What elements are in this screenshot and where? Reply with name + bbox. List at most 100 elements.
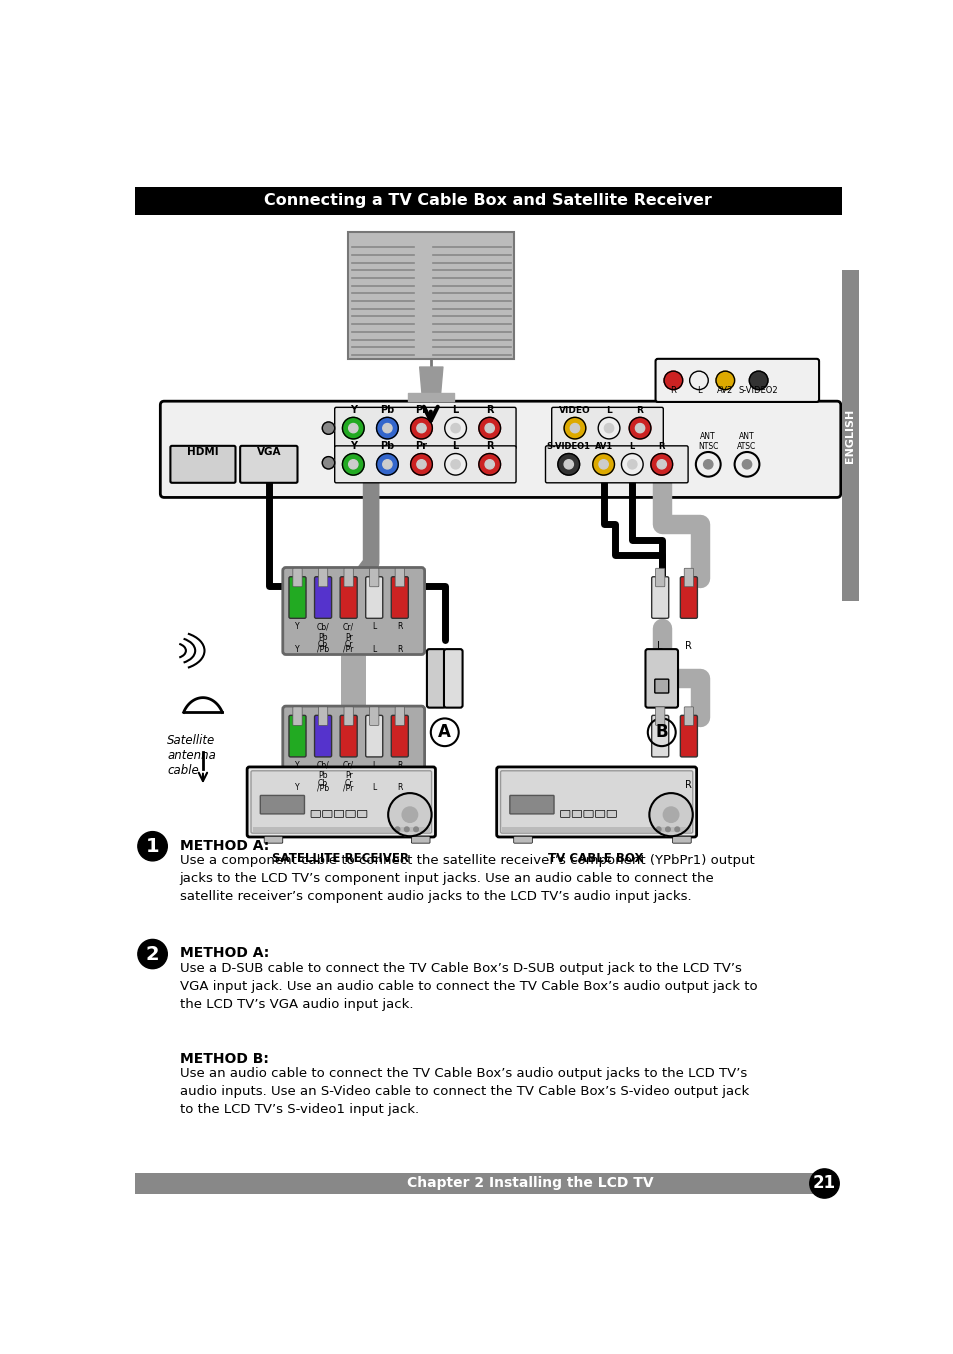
Text: A: A	[437, 723, 451, 741]
Text: Cr: Cr	[344, 779, 353, 788]
Circle shape	[563, 460, 573, 468]
Text: /Pb: /Pb	[316, 784, 329, 792]
Circle shape	[410, 417, 432, 439]
Text: R: R	[636, 406, 643, 416]
Text: 2: 2	[146, 945, 159, 964]
Text: 1: 1	[146, 837, 159, 856]
Text: TV CABLE BOX: TV CABLE BOX	[548, 852, 643, 865]
Circle shape	[663, 371, 682, 390]
FancyBboxPatch shape	[651, 577, 668, 619]
Text: Cb/
Pb: Cb/ Pb	[316, 761, 329, 780]
FancyBboxPatch shape	[160, 401, 840, 497]
Circle shape	[741, 460, 751, 468]
FancyBboxPatch shape	[679, 715, 697, 757]
FancyBboxPatch shape	[357, 811, 367, 818]
Circle shape	[402, 807, 417, 822]
Circle shape	[376, 454, 397, 475]
FancyBboxPatch shape	[391, 577, 408, 619]
Text: B: B	[655, 723, 667, 741]
FancyBboxPatch shape	[560, 811, 569, 818]
FancyBboxPatch shape	[655, 707, 664, 726]
Text: Pr: Pr	[416, 441, 427, 451]
Circle shape	[444, 417, 466, 439]
FancyBboxPatch shape	[513, 837, 532, 844]
FancyBboxPatch shape	[551, 408, 662, 450]
Circle shape	[342, 417, 364, 439]
FancyBboxPatch shape	[293, 707, 302, 726]
Text: Use an audio cable to connect the TV Cable Box’s audio output jacks to the LCD T: Use an audio cable to connect the TV Cab…	[179, 1067, 748, 1116]
FancyBboxPatch shape	[369, 569, 378, 586]
Text: L: L	[605, 406, 611, 416]
Circle shape	[649, 793, 692, 837]
FancyBboxPatch shape	[672, 837, 691, 844]
Text: R: R	[658, 443, 664, 451]
Circle shape	[620, 454, 642, 475]
Text: ANT
ATSC: ANT ATSC	[737, 432, 756, 451]
Circle shape	[627, 460, 637, 468]
Text: /Pr: /Pr	[343, 784, 354, 792]
Circle shape	[431, 719, 458, 746]
Circle shape	[703, 460, 712, 468]
Circle shape	[598, 417, 619, 439]
Circle shape	[348, 460, 357, 468]
FancyBboxPatch shape	[395, 707, 404, 726]
Circle shape	[629, 417, 650, 439]
FancyBboxPatch shape	[251, 770, 431, 833]
FancyBboxPatch shape	[318, 707, 328, 726]
Text: ENGLISH: ENGLISH	[844, 409, 854, 463]
Circle shape	[137, 831, 167, 861]
FancyBboxPatch shape	[289, 715, 306, 757]
FancyBboxPatch shape	[391, 715, 408, 757]
Text: SATELLITE RECEIVER: SATELLITE RECEIVER	[272, 852, 408, 865]
Circle shape	[388, 793, 431, 837]
Text: R: R	[670, 386, 676, 395]
Text: L: L	[452, 441, 458, 451]
Circle shape	[665, 827, 670, 831]
Text: METHOD B:: METHOD B:	[179, 1052, 269, 1066]
Circle shape	[416, 460, 426, 468]
Text: VGA: VGA	[256, 447, 281, 456]
Circle shape	[484, 424, 494, 433]
Text: Use a component cable to connect the satellite receiver’s component (YPbPr1) out: Use a component cable to connect the sat…	[179, 854, 754, 903]
FancyBboxPatch shape	[645, 649, 678, 708]
Text: 21: 21	[812, 1174, 835, 1193]
Text: R: R	[396, 623, 402, 631]
Circle shape	[656, 827, 660, 831]
Circle shape	[809, 1169, 839, 1198]
Text: Pr: Pr	[416, 405, 427, 416]
Text: AV1: AV1	[594, 443, 612, 451]
Text: Chapter 2 Installing the LCD TV: Chapter 2 Installing the LCD TV	[406, 1177, 653, 1190]
Circle shape	[689, 371, 707, 390]
Text: L: L	[629, 443, 635, 451]
FancyBboxPatch shape	[395, 569, 404, 586]
Text: Y: Y	[294, 623, 299, 631]
Text: Pb: Pb	[380, 405, 395, 416]
FancyBboxPatch shape	[282, 567, 424, 654]
Text: Satellite
antenna
cable: Satellite antenna cable	[167, 734, 216, 777]
FancyBboxPatch shape	[545, 445, 687, 483]
FancyBboxPatch shape	[311, 811, 320, 818]
Circle shape	[598, 460, 608, 468]
Circle shape	[444, 454, 466, 475]
Text: L: L	[452, 405, 458, 416]
Text: L: L	[372, 784, 375, 792]
Text: S-VIDEO1: S-VIDEO1	[546, 443, 590, 451]
Text: /Pb: /Pb	[316, 645, 329, 654]
Text: S-VIDEO2: S-VIDEO2	[738, 386, 778, 395]
FancyBboxPatch shape	[314, 715, 332, 757]
Circle shape	[342, 454, 364, 475]
FancyBboxPatch shape	[171, 445, 235, 483]
Text: Cr: Cr	[344, 640, 353, 649]
Text: L: L	[372, 623, 375, 631]
Circle shape	[657, 460, 666, 468]
Bar	[841, 271, 858, 601]
FancyBboxPatch shape	[443, 649, 462, 708]
FancyBboxPatch shape	[293, 569, 302, 586]
FancyBboxPatch shape	[411, 837, 430, 844]
Circle shape	[662, 807, 679, 822]
Circle shape	[484, 460, 494, 468]
Bar	[501, 827, 691, 831]
Circle shape	[137, 940, 167, 968]
Text: L: L	[372, 761, 375, 770]
FancyBboxPatch shape	[335, 408, 516, 450]
